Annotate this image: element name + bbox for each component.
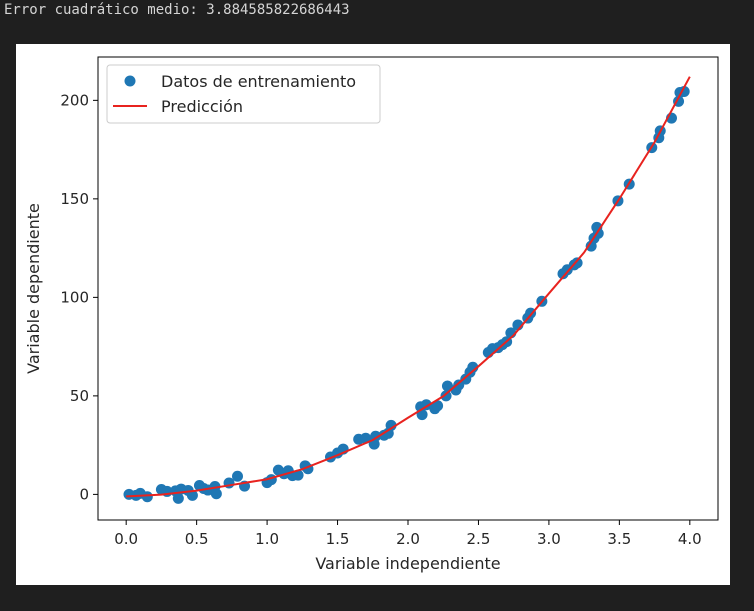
x-tick-label: 4.0 (678, 530, 702, 548)
x-axis-label: Variable independiente (315, 554, 500, 573)
data-point (172, 492, 184, 504)
x-tick-label: 1.5 (326, 530, 350, 548)
data-point (440, 390, 452, 402)
y-tick-label: 200 (60, 91, 89, 109)
x-tick-label: 3.5 (607, 530, 631, 548)
y-axis-label: Variable dependiente (24, 203, 43, 374)
data-point (210, 488, 222, 500)
data-point (186, 489, 198, 501)
data-point (232, 470, 243, 482)
legend-label-training: Datos de entrenamiento (161, 72, 356, 91)
data-point (432, 400, 444, 412)
axes-layer: 0.0 0.5 1.0 1.5 2.0 2.5 3.0 3.5 4.0 0 50 100 150 200 V… (24, 56, 719, 573)
data-point (571, 257, 583, 269)
x-tick-label: 2.5 (467, 530, 491, 548)
data-point (292, 469, 304, 481)
legend: Datos de entrenamiento Predicción (106, 64, 381, 124)
plot-layer (123, 76, 691, 504)
mse-output-text: Error cuadrático medio: 3.88458582268644… (4, 2, 350, 18)
data-point (385, 419, 397, 431)
y-tick-label: 150 (60, 190, 89, 208)
y-tick-label: 50 (70, 387, 89, 405)
x-tick-label: 2.0 (396, 530, 420, 548)
legend-box (106, 64, 381, 124)
scatter-plot: 0.0 0.5 1.0 1.5 2.0 2.5 3.0 3.5 4.0 0 50 100 150 200 V… (24, 56, 719, 573)
y-tick-label: 0 (79, 485, 89, 503)
legend-marker (124, 75, 136, 87)
prediction-line (126, 76, 691, 498)
x-tick-label: 0.5 (185, 530, 209, 548)
legend-label-prediction: Predicción (161, 97, 243, 116)
data-point (441, 380, 453, 392)
x-tick-label: 1.0 (255, 530, 279, 548)
figure-panel: 0.0 0.5 1.0 1.5 2.0 2.5 3.0 3.5 4.0 0 50 100 150 200 V… (16, 44, 730, 585)
data-point (141, 491, 153, 503)
y-tick-label: 100 (60, 288, 89, 306)
x-tick-label: 0.0 (114, 530, 138, 548)
axes-frame (97, 56, 719, 521)
x-tick-label: 3.0 (537, 530, 561, 548)
